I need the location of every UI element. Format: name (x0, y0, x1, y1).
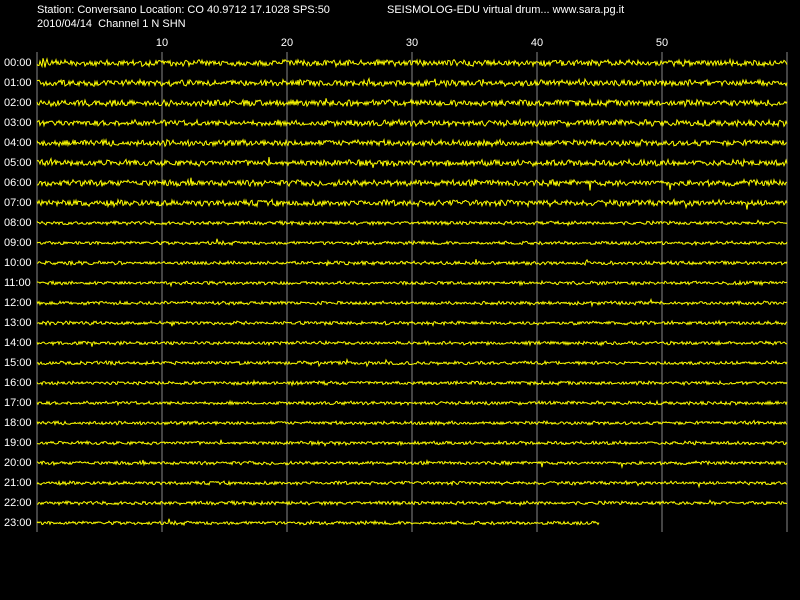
x-tick-label: 40 (531, 37, 543, 49)
trace (36, 177, 787, 191)
trace (36, 76, 788, 89)
trace (36, 279, 788, 288)
trace (36, 518, 600, 527)
row-label: 06:00 (4, 177, 32, 189)
row-label: 14:00 (4, 337, 32, 349)
trace (36, 399, 788, 407)
row-label: 11:00 (4, 277, 31, 289)
row-label: 17:00 (4, 397, 32, 409)
trace (36, 97, 788, 108)
row-label: 15:00 (4, 357, 32, 369)
trace (36, 137, 787, 148)
station-title: Station: Conversano Location: CO 40.9712… (37, 4, 330, 16)
row-label: 01:00 (4, 77, 32, 89)
x-tick-label: 50 (656, 37, 668, 49)
trace (36, 339, 788, 347)
x-tick-label: 10 (156, 37, 168, 49)
header-right: SEISMOLOG-EDU virtual drum... www.sara.p… (387, 4, 624, 16)
trace (36, 298, 788, 308)
trace (36, 439, 788, 448)
trace (36, 197, 788, 210)
trace (37, 499, 788, 507)
trace (36, 258, 788, 267)
row-label: 07:00 (4, 197, 32, 209)
row-label: 18:00 (4, 417, 32, 429)
row-label: 13:00 (4, 317, 32, 329)
row-label: 02:00 (4, 97, 32, 109)
trace (36, 357, 788, 368)
trace (36, 238, 788, 247)
row-label: 12:00 (4, 297, 32, 309)
row-label: 03:00 (4, 117, 32, 129)
trace (36, 157, 788, 168)
trace (36, 57, 788, 69)
x-tick-label: 30 (406, 37, 418, 49)
subtitle: 2010/04/14 Channel 1 N SHN (37, 18, 186, 30)
trace (36, 459, 788, 469)
trace (36, 118, 788, 129)
row-label: 00:00 (4, 57, 32, 69)
trace (36, 319, 788, 327)
row-label: 22:00 (4, 497, 32, 509)
trace (36, 219, 788, 227)
row-label: 23:00 (4, 517, 32, 529)
row-label: 05:00 (4, 157, 32, 169)
row-label: 09:00 (4, 237, 32, 249)
row-label: 04:00 (4, 137, 32, 149)
row-label: 08:00 (4, 217, 32, 229)
x-tick-label: 20 (281, 37, 293, 49)
row-label: 16:00 (4, 377, 32, 389)
row-label: 19:00 (4, 437, 32, 449)
trace (36, 378, 788, 387)
row-label: 21:00 (4, 477, 32, 489)
row-label: 10:00 (4, 257, 32, 269)
trace (36, 419, 788, 427)
row-label: 20:00 (4, 457, 32, 469)
trace (36, 479, 788, 489)
